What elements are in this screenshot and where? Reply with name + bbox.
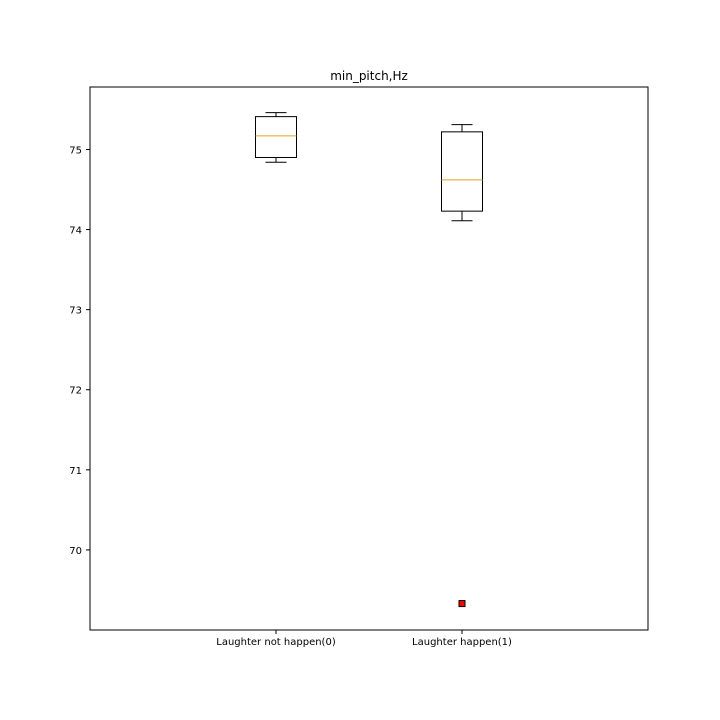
outlier-point — [458, 600, 466, 608]
y-tick-label: 71 — [69, 466, 82, 477]
x-tick-label: Laughter happen(1) — [412, 637, 512, 648]
y-tick-label: 72 — [69, 386, 82, 397]
box-iqr — [255, 116, 297, 158]
y-tick-label: 73 — [69, 306, 82, 317]
x-tick-label: Laughter not happen(0) — [216, 637, 336, 648]
chart-title: min_pitch,Hz — [330, 69, 408, 83]
plot-frame — [89, 86, 649, 631]
y-tick-label: 70 — [69, 546, 82, 557]
y-tick-label: 74 — [69, 226, 82, 237]
y-tick-label: 75 — [69, 145, 82, 156]
plot-marks: 70 71 72 73 74 75 Laughter not happen(0) Laught… — [69, 112, 512, 648]
box-iqr — [441, 131, 483, 212]
